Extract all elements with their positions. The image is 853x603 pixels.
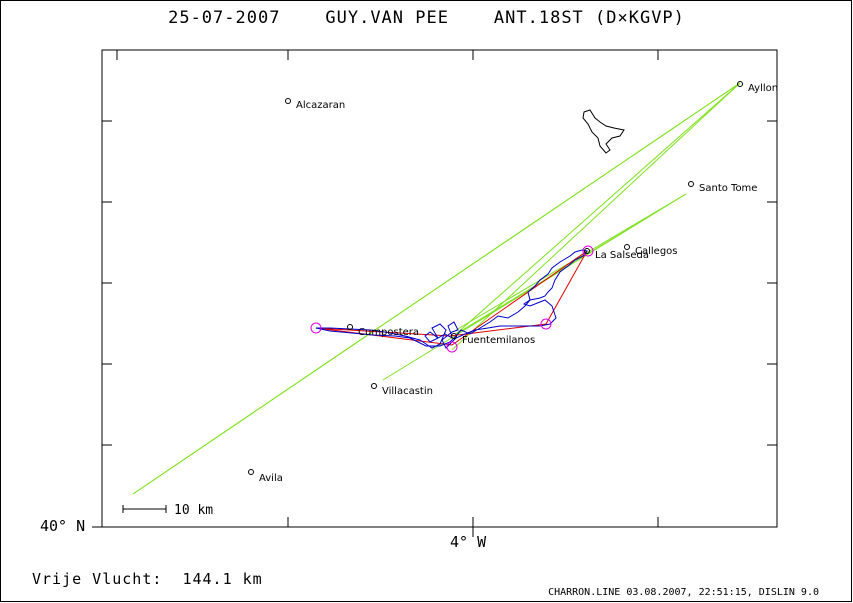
task-line-inner xyxy=(132,82,741,495)
town-label-callegos: Callegos xyxy=(635,246,678,257)
town-label-ayllon: Ayllon xyxy=(748,83,778,94)
town-label-fuentemilanos: Fuentemilanos xyxy=(462,335,535,346)
flight-title: 25-07-2007 GUY.VAN PEE ANT.18ST (D×KGVP) xyxy=(168,8,685,28)
town-marker-fuentemilanos xyxy=(451,333,457,339)
towns: Alcazaran Ayllon Santo Tome Callegos La … xyxy=(248,81,778,484)
town-marker-la-salseda xyxy=(584,248,590,254)
town-marker-callegos xyxy=(624,244,630,250)
reservoir-outline xyxy=(582,109,625,154)
optimized-route xyxy=(315,250,588,346)
town-marker-avila xyxy=(248,469,254,475)
town-label-cumpostera: Cumpostera xyxy=(358,327,419,338)
town-marker-santo-tome xyxy=(688,181,694,187)
right-ticks xyxy=(767,120,777,446)
town-marker-ayllon xyxy=(737,81,743,87)
bottom-ticks xyxy=(92,517,659,537)
town-label-villacastin: Villacastin xyxy=(382,386,433,397)
flight-distance: Vrije Vlucht: 144.1 km xyxy=(32,570,263,588)
gps-track xyxy=(315,249,588,349)
turnpoint-northeast xyxy=(582,245,594,257)
town-marker-villacastin xyxy=(371,383,377,389)
latitude-label: 40° N xyxy=(40,517,85,535)
town-label-alcazaran: Alcazaran xyxy=(296,100,345,111)
longitude-label: 4° W xyxy=(450,533,487,551)
town-label-santo-tome: Santo Tome xyxy=(699,183,757,194)
turnpoint-west xyxy=(310,322,322,334)
task-lines xyxy=(132,82,741,495)
scale-bar-label: 10 km xyxy=(174,503,213,518)
left-ticks xyxy=(102,120,112,446)
task-leg-right xyxy=(451,82,741,351)
turnpoint-east xyxy=(540,318,552,330)
turnpoint-home xyxy=(446,341,458,353)
generator-stamp: CHARRON.LINE 03.08.2007, 22:51:15, DISLI… xyxy=(548,587,819,598)
town-label-avila: Avila xyxy=(259,473,283,484)
town-marker-cumpostera xyxy=(347,324,353,330)
town-marker-alcazaran xyxy=(285,98,291,104)
scale-bar: 10 km xyxy=(122,503,213,518)
turnpoints xyxy=(310,245,594,353)
map-border xyxy=(101,49,778,528)
top-ticks xyxy=(116,50,659,60)
town-label-la-salseda: La Salseda xyxy=(595,250,649,261)
